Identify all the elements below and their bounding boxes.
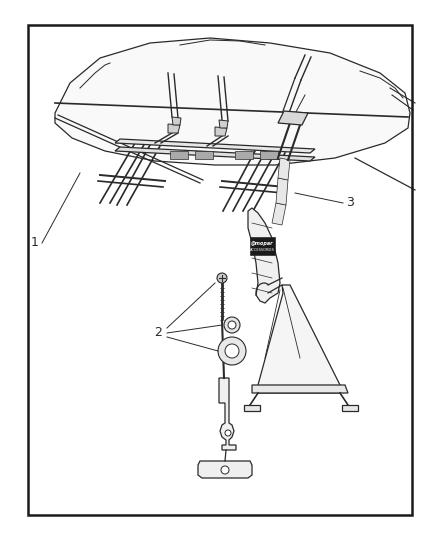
Polygon shape (215, 127, 227, 136)
Text: 2: 2 (154, 327, 162, 340)
Circle shape (218, 337, 246, 365)
Polygon shape (278, 111, 308, 125)
Bar (170, 151, 188, 159)
Polygon shape (342, 405, 358, 411)
Polygon shape (115, 147, 315, 161)
Polygon shape (172, 117, 181, 125)
Polygon shape (272, 203, 286, 225)
Polygon shape (219, 120, 228, 128)
Circle shape (228, 321, 236, 329)
Circle shape (217, 273, 227, 283)
Polygon shape (278, 158, 290, 180)
Polygon shape (276, 178, 288, 205)
Bar (28, 25, 412, 515)
Polygon shape (198, 461, 252, 478)
Text: ACCESSORIES: ACCESSORIES (250, 248, 275, 252)
Circle shape (224, 317, 240, 333)
Polygon shape (244, 405, 260, 411)
Polygon shape (248, 208, 280, 303)
Circle shape (225, 344, 239, 358)
Polygon shape (258, 285, 340, 393)
Polygon shape (168, 124, 180, 133)
Bar (250, 237, 275, 255)
Text: @mopar: @mopar (251, 240, 273, 246)
Circle shape (225, 430, 231, 436)
Bar (235, 151, 253, 159)
Text: 3: 3 (346, 197, 354, 209)
Polygon shape (252, 385, 348, 393)
Polygon shape (115, 139, 315, 153)
Bar (195, 151, 213, 159)
Bar (260, 151, 278, 159)
Polygon shape (219, 378, 236, 450)
Text: 1: 1 (31, 237, 39, 249)
Polygon shape (55, 38, 410, 165)
Circle shape (221, 466, 229, 474)
